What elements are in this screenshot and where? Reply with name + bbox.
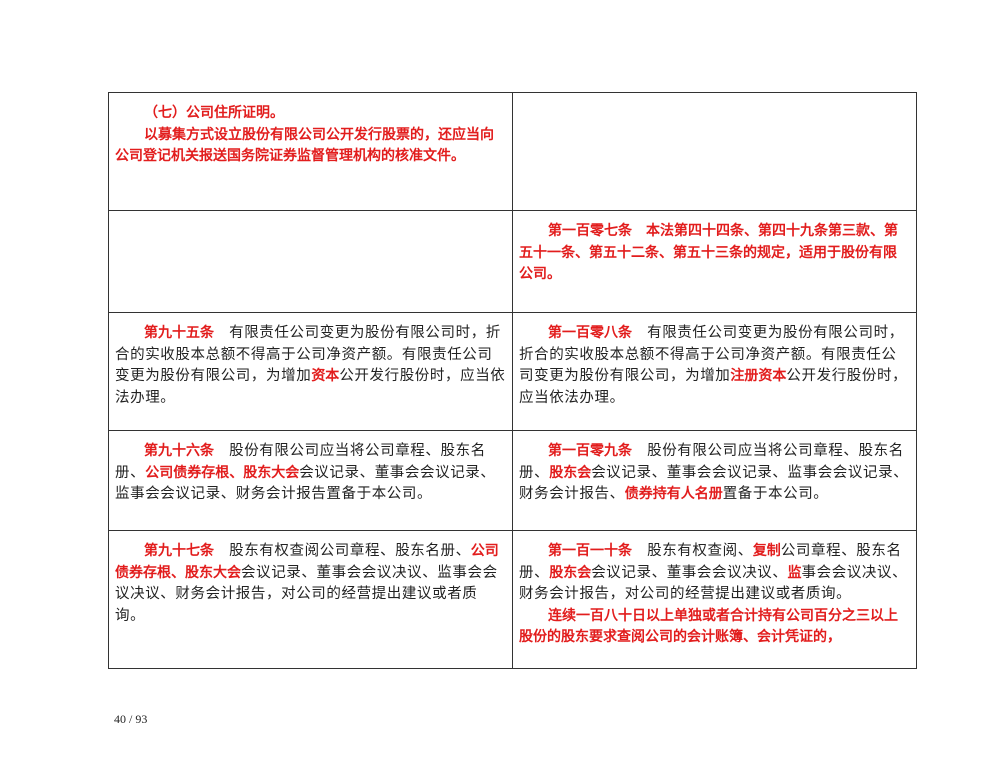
table-cell: 第九十五条 有限责任公司变更为股份有限公司时，折合的实收股本总额不得高于公司净资… [108,312,513,431]
text-run: 第九十五条 [144,325,214,341]
paragraph: （七）公司住所证明。 [115,103,506,125]
text-run: 复制 [752,543,781,559]
table-row: 第九十七条 股东有权查阅公司章程、股东名册、公司债券存根、股东大会会议记录、董事… [108,530,917,669]
table-cell: 第一百一十条 股东有权查阅、复制公司章程、股东名册、股东会会议记录、董事会会议决… [512,530,917,669]
table-cell [512,92,917,211]
table-row: 第九十五条 有限责任公司变更为股份有限公司时，折合的实收股本总额不得高于公司净资… [108,312,917,431]
text-run: 注册资本 [730,368,787,384]
text-run: 会议记录、董事会会议决议、监事会会议决议、财务会计报告，对公司的经营提出建议或者… [115,564,498,624]
table-cell: 第九十六条 股份有限公司应当将公司章程、股东名册、公司债券存根、股东大会会议记录… [108,430,513,531]
text-run: 事会会议决议、财务会计报告，对公司的经营提出建议或者质询。 [519,564,908,603]
text-run: 会议记录、董事会会议决议、 [591,564,788,581]
text-run: 有限责任公司变更为股份有限公司时，折合的实收股本总额不得高于公司净资产额。有限责… [115,325,501,384]
text-run: 第一百零七条 本法第四十四条、第四十九条第三款、第五十一条、第五十二条、第五十三… [519,223,898,282]
paragraph: 第九十五条 有限责任公司变更为股份有限公司时，折合的实收股本总额不得高于公司净资… [115,323,506,409]
table-row: 第九十六条 股份有限公司应当将公司章程、股东名册、公司债券存根、股东大会会议记录… [108,430,917,531]
paragraph: 第一百零八条 有限责任公司变更为股份有限公司时，折合的实收股本总额不得高于公司净… [519,323,910,409]
text-run: 置备于本公司。 [722,486,829,502]
text-run: 公司债券存根、股东大会 [145,464,300,481]
text-run: 第九十六条 [144,443,214,459]
text-run: 第一百零八条 [548,325,632,341]
text-run: 公开发行股份时，应当依法办理。 [115,368,506,406]
text-run: 有限责任公司变更为股份有限公司时，折合的实收股本总额不得高于公司净资产额。有限责… [519,325,904,384]
table-row: 第一百零七条 本法第四十四条、第四十九条第三款、第五十一条、第五十二条、第五十三… [108,210,917,313]
text-run: （七）公司住所证明。 [144,105,284,121]
paragraph: 第一百零九条 股份有限公司应当将公司章程、股东名册、股东会会议记录、董事会会议记… [519,441,910,506]
text-run: 股东会 [549,564,592,581]
text-run: 股份有限公司应当将公司章程、股东名册、 [519,443,904,481]
text-run: 会议记录、董事会会议记录、监事会会议记录、财务会计报告、 [519,464,909,503]
text-run: 公司章程、股东名册、 [519,543,902,581]
page-number: 40 / 93 [114,712,148,726]
paragraph: 第九十七条 股东有权查阅公司章程、股东名册、公司债券存根、股东大会会议记录、董事… [115,541,506,627]
text-run: 连续一百八十日以上单独或者合计持有公司百分之三以上股份的股东要求查阅公司的会计账… [519,607,898,646]
table-row: （七）公司住所证明。以募集方式设立股份有限公司公开发行股票的，还应当向公司登记机… [108,92,917,211]
table-cell: 第九十七条 股东有权查阅公司章程、股东名册、公司债券存根、股东大会会议记录、董事… [108,530,513,669]
text-run: 股东有权查阅公司章程、股东名册、 [214,543,471,559]
paragraph: 以募集方式设立股份有限公司公开发行股票的，还应当向公司登记机关报送国务院证券监督… [115,125,506,168]
paragraph: 第一百零七条 本法第四十四条、第四十九条第三款、第五十一条、第五十二条、第五十三… [519,221,910,286]
text-run: 第九十七条 [144,543,214,559]
text-run: 监 [787,564,802,581]
text-run: 股份有限公司应当将公司章程、股东名册、 [115,443,486,481]
table-cell [108,210,513,313]
text-run: 第一百一十条 [548,543,632,559]
table-cell: （七）公司住所证明。以募集方式设立股份有限公司公开发行股票的，还应当向公司登记机… [108,92,513,211]
text-run: 股东有权查阅、 [632,543,753,559]
comparison-table: （七）公司住所证明。以募集方式设立股份有限公司公开发行股票的，还应当向公司登记机… [108,92,917,669]
text-run: 公开发行股份时，应当依法办理。 [519,368,908,406]
text-run: 公司债券存根、股东大会 [115,543,499,581]
table-cell: 第一百零八条 有限责任公司变更为股份有限公司时，折合的实收股本总额不得高于公司净… [512,312,917,431]
text-run: 会议记录、董事会会议记录、监事会会议记录、财务会计报告置备于本公司。 [115,464,496,503]
text-run: 资本 [311,368,340,384]
paragraph: 连续一百八十日以上单独或者合计持有公司百分之三以上股份的股东要求查阅公司的会计账… [519,606,910,649]
paragraph: 第九十六条 股份有限公司应当将公司章程、股东名册、公司债券存根、股东大会会议记录… [115,441,506,506]
table-cell: 第一百零九条 股份有限公司应当将公司章程、股东名册、股东会会议记录、董事会会议记… [512,430,917,531]
table-cell: 第一百零七条 本法第四十四条、第四十九条第三款、第五十一条、第五十二条、第五十三… [512,210,917,313]
text-run: 股东会 [549,464,592,481]
text-run: 以募集方式设立股份有限公司公开发行股票的，还应当向公司登记机关报送国务院证券监督… [115,126,494,165]
text-run: 第一百零九条 [548,443,632,459]
paragraph: 第一百一十条 股东有权查阅、复制公司章程、股东名册、股东会会议记录、董事会会议决… [519,541,910,606]
text-run: 债券持有人名册 [624,486,723,502]
